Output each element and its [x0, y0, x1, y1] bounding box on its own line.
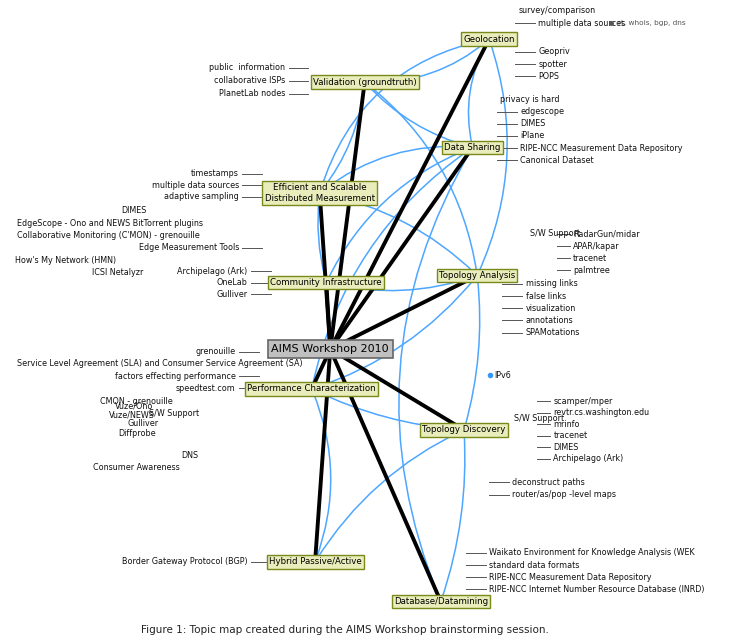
Text: palmtree: palmtree: [573, 266, 610, 275]
Text: DIMES: DIMES: [121, 206, 146, 215]
Text: timestamps: timestamps: [191, 169, 239, 178]
Text: spotter: spotter: [538, 60, 567, 69]
Text: tracenet: tracenet: [573, 254, 608, 263]
Text: public  information: public information: [209, 64, 285, 73]
Text: SPAMotations: SPAMotations: [526, 328, 580, 337]
Text: ICSI Netalyzr: ICSI Netalyzr: [92, 268, 143, 277]
Text: Consumer Awareness: Consumer Awareness: [93, 463, 179, 473]
Text: mrinfo: mrinfo: [553, 420, 580, 429]
Text: false links: false links: [526, 291, 566, 300]
Text: S/W Support: S/W Support: [514, 414, 564, 423]
Text: multiple data sources: multiple data sources: [152, 180, 239, 189]
Text: Archipelago (Ark): Archipelago (Ark): [177, 266, 247, 275]
Text: Geolocation: Geolocation: [463, 35, 515, 44]
Text: RIPE-NCC Measurement Data Repository: RIPE-NCC Measurement Data Repository: [489, 573, 651, 582]
Text: How's My Network (HMN): How's My Network (HMN): [15, 256, 116, 265]
Text: Diffprobe: Diffprobe: [119, 429, 156, 438]
Text: Community Infrastructure: Community Infrastructure: [271, 278, 382, 287]
Text: RIPE-NCC Measurement Data Repository: RIPE-NCC Measurement Data Repository: [520, 144, 683, 153]
Text: survey/comparison: survey/comparison: [518, 6, 595, 15]
Text: Waikato Environment for Knowledge Analysis (WEK: Waikato Environment for Knowledge Analys…: [489, 548, 695, 557]
Text: Figure 1: Topic map created during the AIMS Workshop brainstorming session.: Figure 1: Topic map created during the A…: [141, 625, 549, 635]
Text: S/W Support: S/W Support: [149, 410, 199, 419]
Text: edgescope: edgescope: [520, 107, 564, 116]
Text: Efficient and Scalable
Distributed Measurement: Efficient and Scalable Distributed Measu…: [265, 183, 375, 203]
Text: Topology Analysis: Topology Analysis: [439, 271, 515, 280]
Text: Topology Discovery: Topology Discovery: [422, 426, 506, 435]
Text: DIMES: DIMES: [553, 443, 579, 452]
Text: factors effecting performance: factors effecting performance: [115, 372, 236, 381]
Text: multiple data sources: multiple data sources: [538, 19, 625, 28]
Text: POPS: POPS: [538, 72, 559, 81]
Text: Vuze/NEWS: Vuze/NEWS: [109, 410, 155, 419]
Text: Edge Measurement Tools: Edge Measurement Tools: [138, 243, 239, 252]
Text: Border Gateway Protocol (BGP): Border Gateway Protocol (BGP): [122, 557, 247, 566]
Text: Gulliver: Gulliver: [127, 419, 158, 428]
Text: Canonical Dataset: Canonical Dataset: [520, 156, 594, 165]
Text: tracenet: tracenet: [553, 431, 588, 440]
Text: rt, whois, bgp, dns: rt, whois, bgp, dns: [618, 20, 685, 26]
Text: Performance Characterization: Performance Characterization: [247, 385, 376, 394]
Text: DIMES: DIMES: [520, 119, 545, 128]
Text: EdgeScope - Ono and NEWS BitTorrent plugins: EdgeScope - Ono and NEWS BitTorrent plug…: [17, 219, 203, 228]
Text: PlanetLab nodes: PlanetLab nodes: [219, 89, 285, 98]
Text: privacy is hard: privacy is hard: [501, 95, 560, 104]
Text: RadarGun/midar: RadarGun/midar: [573, 229, 640, 238]
Text: revtr.cs.washington.edu: revtr.cs.washington.edu: [553, 408, 649, 417]
Text: Validation (groundtruth): Validation (groundtruth): [313, 78, 417, 87]
Text: S/W Support: S/W Support: [530, 229, 580, 238]
Text: CMON - grenouille: CMON - grenouille: [100, 397, 173, 406]
Text: Collaborative Monitoring (C'MON) - grenouille: Collaborative Monitoring (C'MON) - greno…: [17, 231, 200, 240]
Text: annotations: annotations: [526, 316, 573, 325]
Text: Gulliver: Gulliver: [217, 290, 247, 299]
Text: deconstruct paths: deconstruct paths: [512, 478, 585, 487]
Text: collaborative ISPs: collaborative ISPs: [214, 76, 285, 85]
Text: RIPE-NCC Internet Number Resource Database (INRD): RIPE-NCC Internet Number Resource Databa…: [489, 585, 705, 594]
Text: APAR/kapar: APAR/kapar: [573, 241, 620, 250]
Text: iPlane: iPlane: [520, 132, 545, 141]
Text: speedtest.com: speedtest.com: [176, 384, 236, 393]
Text: OneLab: OneLab: [217, 278, 247, 287]
Text: AIMS Workshop 2010: AIMS Workshop 2010: [272, 344, 389, 354]
Text: Database/Datamining: Database/Datamining: [394, 597, 488, 606]
Text: Geopriv: Geopriv: [538, 48, 569, 56]
Text: Vuze/Ono: Vuze/Ono: [114, 401, 153, 410]
Text: missing links: missing links: [526, 279, 578, 288]
Text: grenouille: grenouille: [195, 347, 236, 356]
Text: Archipelago (Ark): Archipelago (Ark): [553, 455, 624, 464]
Text: visualization: visualization: [526, 304, 576, 313]
Text: router/as/pop -level maps: router/as/pop -level maps: [512, 490, 616, 499]
Text: DNS: DNS: [181, 451, 198, 460]
Text: Hybrid Passive/Active: Hybrid Passive/Active: [269, 557, 362, 566]
Text: scamper/mper: scamper/mper: [553, 397, 613, 406]
Text: Service Level Agreement (SLA) and Consumer Service Agreement (SA): Service Level Agreement (SLA) and Consum…: [17, 360, 303, 369]
Text: adaptive sampling: adaptive sampling: [164, 192, 239, 201]
Text: standard data formats: standard data formats: [489, 560, 580, 569]
Text: Data Sharing: Data Sharing: [444, 143, 501, 152]
Text: IPv6: IPv6: [494, 371, 510, 380]
